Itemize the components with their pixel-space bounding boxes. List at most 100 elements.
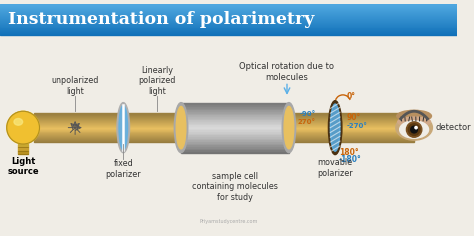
Bar — [34, 116, 414, 117]
Bar — [181, 129, 289, 131]
Bar — [181, 139, 289, 141]
Bar — [34, 131, 414, 132]
Bar — [34, 120, 414, 121]
Bar — [0, 19, 456, 20]
Bar — [34, 134, 414, 135]
Bar — [34, 130, 414, 131]
Bar — [34, 135, 414, 136]
Bar — [0, 10, 456, 11]
Bar — [181, 134, 289, 136]
Text: fixed
polarizer: fixed polarizer — [105, 159, 141, 179]
Bar — [34, 129, 414, 130]
Text: detector: detector — [435, 123, 471, 132]
Bar — [181, 124, 289, 126]
Circle shape — [408, 124, 420, 135]
Text: -180°: -180° — [339, 155, 362, 164]
Bar — [0, 14, 456, 15]
Ellipse shape — [398, 117, 430, 127]
Bar — [181, 141, 289, 143]
Ellipse shape — [119, 105, 128, 150]
Bar — [34, 119, 414, 120]
Bar — [0, 33, 456, 34]
Bar — [0, 28, 456, 30]
Bar — [34, 126, 414, 127]
Bar — [0, 12, 456, 13]
Ellipse shape — [397, 110, 431, 122]
Text: unpolarized
light: unpolarized light — [52, 76, 99, 96]
Bar — [34, 121, 414, 122]
Bar — [181, 138, 289, 139]
Bar — [0, 21, 456, 22]
Bar — [0, 16, 456, 17]
Bar — [34, 125, 414, 126]
Bar — [0, 20, 456, 21]
Bar — [181, 149, 289, 151]
Bar — [0, 22, 456, 23]
Bar — [0, 31, 456, 32]
Bar — [34, 137, 414, 138]
Bar — [0, 6, 456, 7]
Bar — [18, 147, 28, 151]
Ellipse shape — [284, 106, 294, 149]
Bar — [0, 8, 456, 9]
Bar — [34, 114, 414, 115]
Bar — [0, 24, 456, 25]
Bar — [34, 123, 414, 124]
Bar — [0, 15, 456, 16]
Bar — [0, 11, 456, 12]
Bar — [0, 13, 456, 14]
Bar — [181, 111, 289, 113]
Ellipse shape — [400, 121, 428, 138]
Bar — [34, 141, 414, 142]
Bar — [181, 109, 289, 111]
Ellipse shape — [328, 101, 342, 155]
Bar — [34, 117, 414, 118]
Bar — [0, 9, 456, 10]
Bar — [181, 126, 289, 128]
Bar — [34, 136, 414, 137]
Bar — [181, 151, 289, 153]
Text: Optical rotation due to
molecules: Optical rotation due to molecules — [239, 62, 335, 82]
Text: Instrumentation of polarimetry: Instrumentation of polarimetry — [8, 11, 314, 28]
Bar — [181, 128, 289, 129]
Bar — [34, 140, 414, 141]
Bar — [181, 144, 289, 146]
Bar — [0, 32, 456, 33]
Text: movable
polarizer: movable polarizer — [317, 158, 353, 178]
Bar — [181, 114, 289, 116]
Bar — [34, 115, 414, 116]
Bar — [181, 118, 289, 119]
Bar — [0, 4, 456, 5]
Bar — [34, 133, 414, 134]
Bar — [0, 34, 456, 35]
Ellipse shape — [174, 103, 188, 153]
Bar — [0, 26, 456, 27]
Bar — [34, 138, 414, 139]
Ellipse shape — [396, 115, 432, 140]
Text: -90°: -90° — [300, 111, 316, 117]
Bar — [181, 119, 289, 121]
Bar — [181, 123, 289, 124]
Bar — [181, 143, 289, 144]
Text: 0°: 0° — [346, 92, 356, 101]
Bar — [34, 128, 414, 129]
Text: Linearly
polarized
light: Linearly polarized light — [138, 66, 176, 96]
Ellipse shape — [14, 118, 23, 125]
Bar — [0, 18, 456, 19]
Bar — [0, 25, 456, 26]
Text: Priyamstudycentre.com: Priyamstudycentre.com — [199, 219, 257, 224]
Bar — [34, 118, 414, 119]
Text: -270°: -270° — [346, 123, 367, 129]
Bar — [181, 108, 289, 109]
Bar — [0, 17, 456, 18]
Bar — [181, 148, 289, 149]
Bar — [181, 121, 289, 123]
Bar — [181, 104, 289, 106]
Bar — [181, 103, 289, 104]
Bar — [0, 30, 456, 31]
Ellipse shape — [282, 103, 296, 153]
Text: 90°: 90° — [346, 113, 361, 122]
Bar — [0, 7, 456, 8]
Bar — [181, 113, 289, 114]
Bar — [34, 127, 414, 128]
